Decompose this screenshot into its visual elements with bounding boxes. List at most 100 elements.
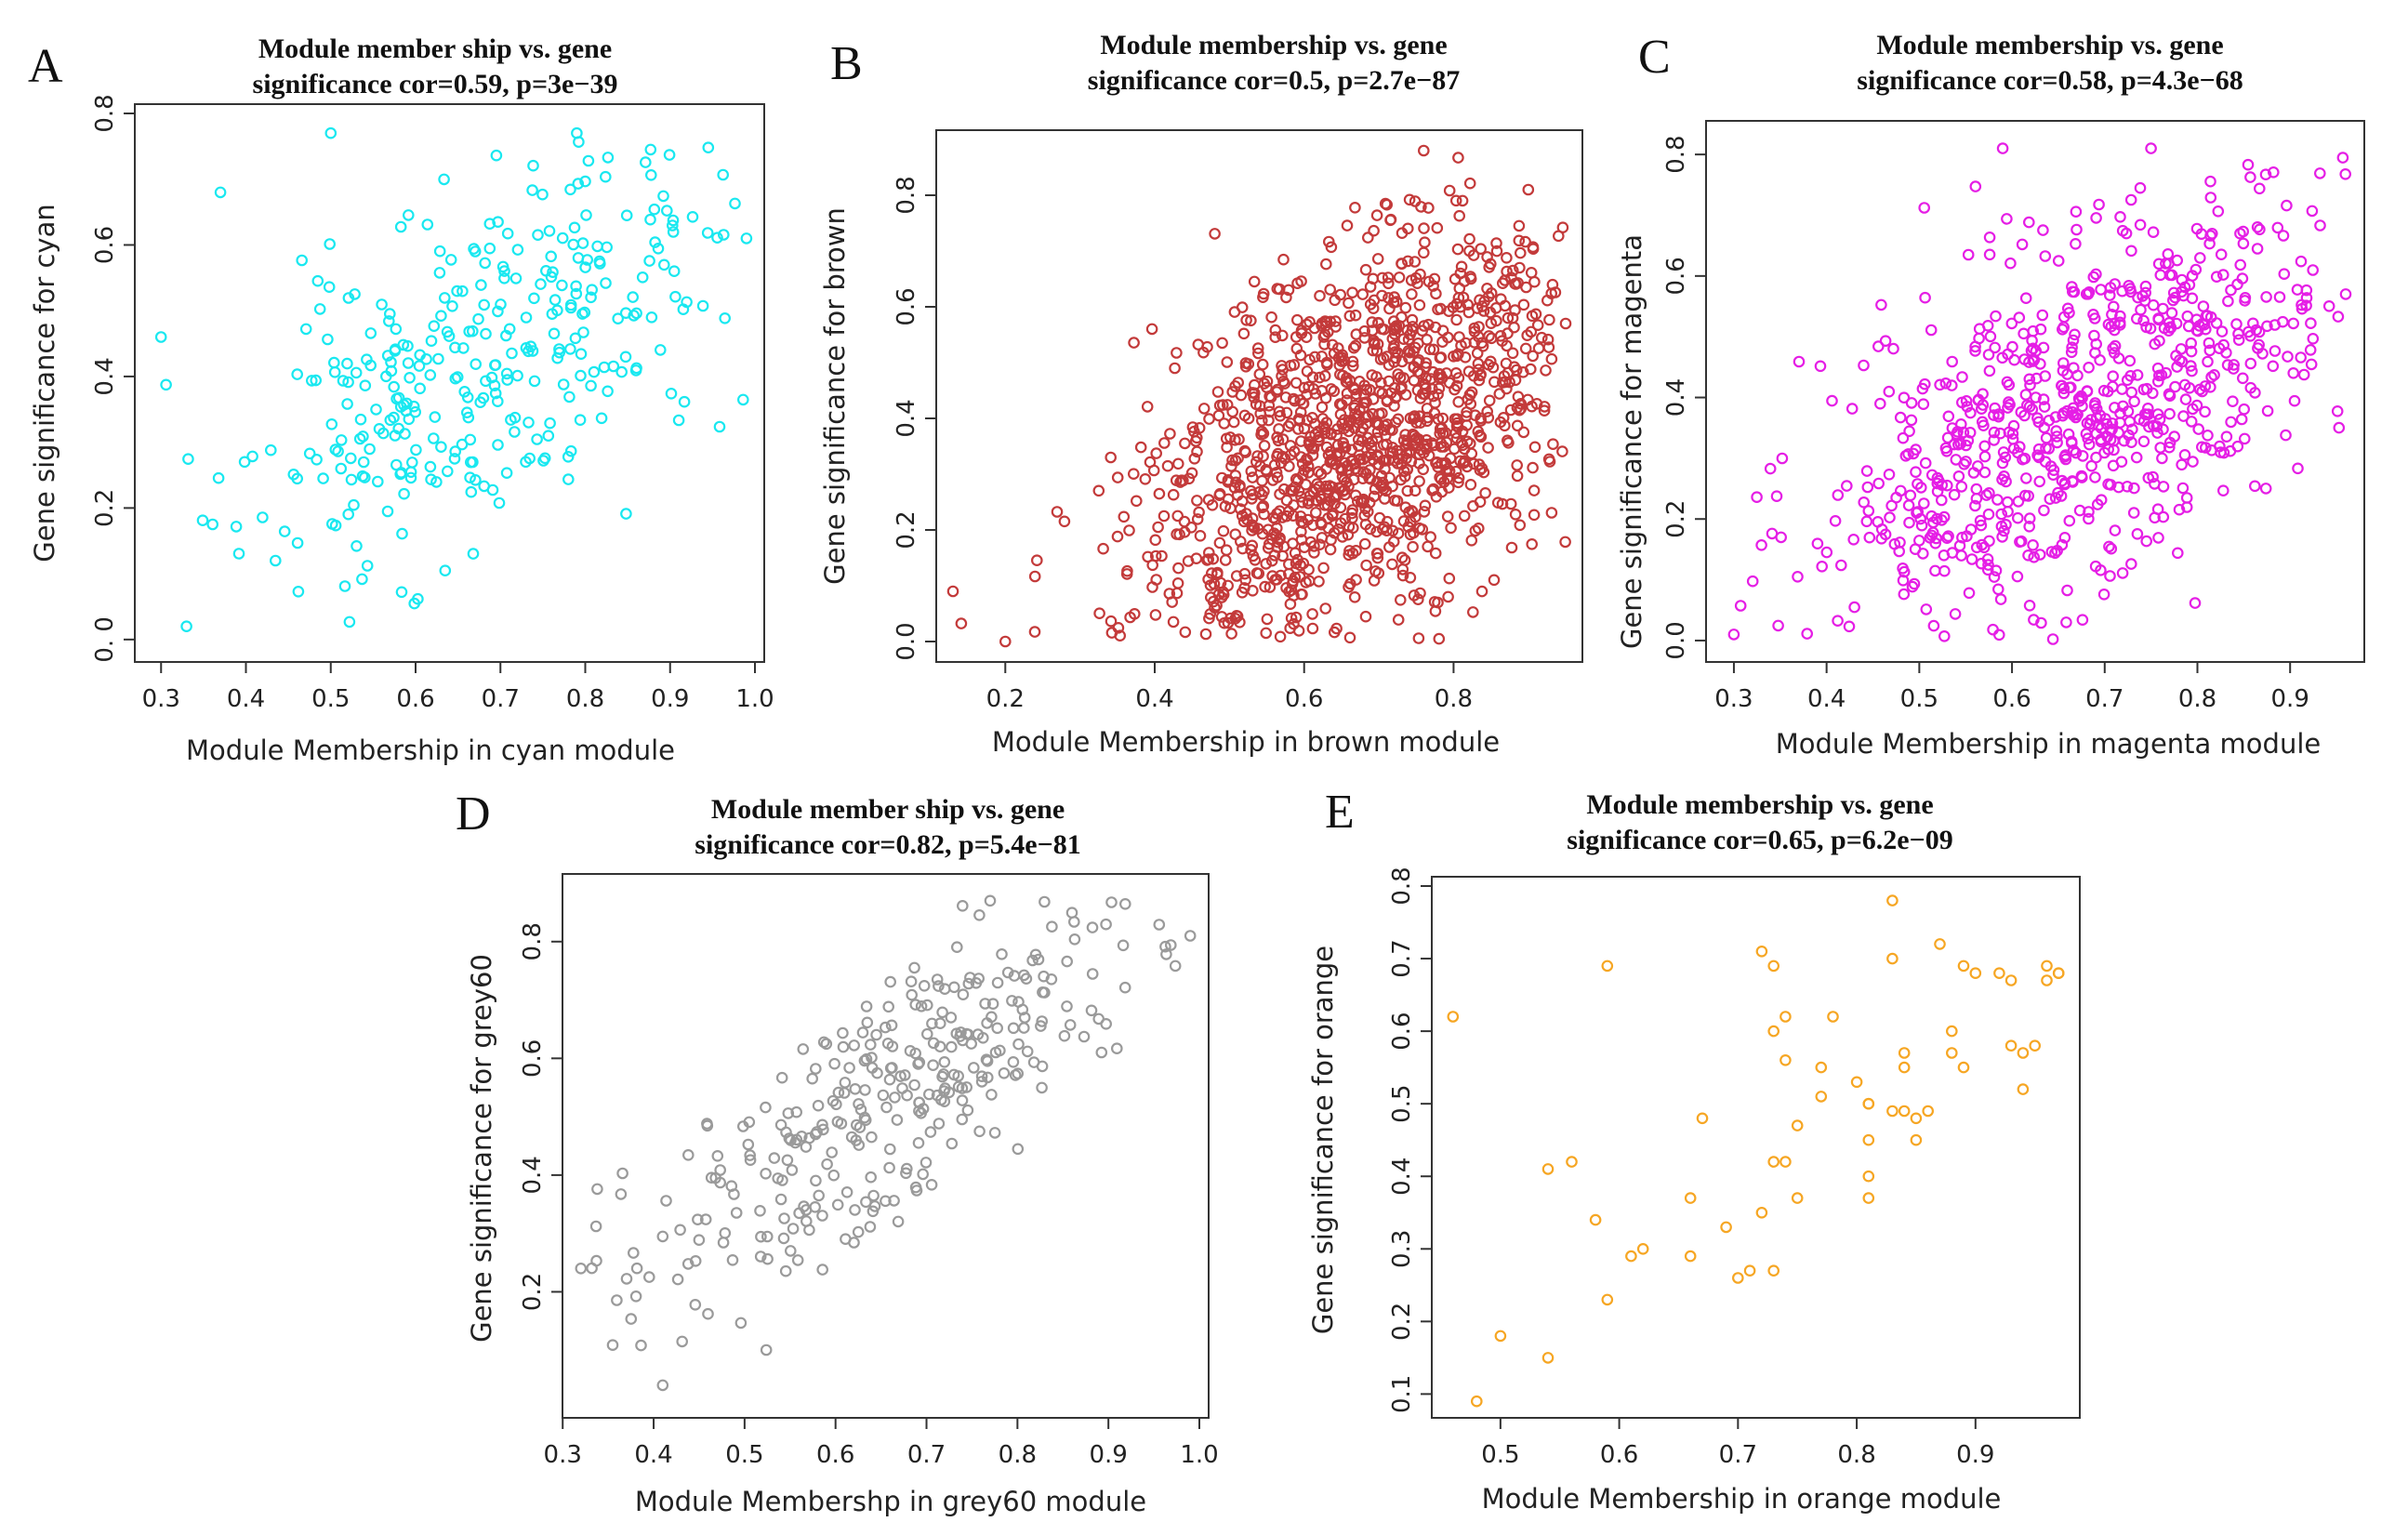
data-point-a	[509, 272, 523, 285]
data-point-c	[2288, 394, 2301, 407]
data-point-c	[1938, 629, 1951, 642]
data-point-b	[1310, 483, 1322, 496]
data-point-b	[1129, 607, 1141, 620]
data-point-b	[1295, 490, 1307, 503]
data-point-c	[2023, 599, 2036, 612]
data-point-d	[957, 988, 970, 1000]
data-point-d	[806, 1072, 818, 1085]
data-point-b	[1236, 586, 1249, 599]
data-point-b	[1314, 371, 1326, 384]
data-point-b	[1407, 540, 1419, 553]
data-point-a	[446, 299, 458, 312]
data-point-b	[1219, 554, 1232, 566]
data-point-c	[2237, 372, 2249, 385]
data-point-c	[2235, 413, 2248, 426]
data-point-d	[791, 1254, 804, 1266]
data-point-c	[2212, 205, 2225, 218]
data-point-a	[311, 453, 323, 466]
y-tick-label-c: 0.4	[1662, 378, 1690, 417]
data-point-a	[644, 169, 657, 181]
data-point-b	[955, 617, 968, 629]
data-point-c	[2071, 223, 2083, 236]
data-point-c	[1811, 537, 1824, 549]
data-point-b	[1370, 345, 1383, 357]
data-point-a	[564, 298, 577, 311]
data-point-a	[501, 374, 513, 386]
data-point-a	[414, 349, 426, 362]
data-point-c	[1982, 508, 1995, 521]
data-point-a	[353, 432, 366, 445]
data-point-b	[1217, 399, 1229, 411]
data-point-d	[915, 1000, 928, 1012]
data-point-b	[1343, 310, 1356, 323]
data-point-b	[1268, 549, 1281, 562]
data-point-b	[1373, 511, 1386, 524]
data-point-b	[1346, 355, 1359, 368]
data-point-a	[398, 399, 410, 411]
data-point-a	[359, 379, 372, 391]
data-point-a	[439, 564, 452, 576]
data-point-b	[1360, 417, 1372, 430]
data-point-b	[1381, 395, 1394, 407]
data-point-c	[2185, 345, 2198, 358]
data-point-b	[1190, 552, 1203, 564]
data-point-d	[774, 1193, 787, 1206]
data-point-c	[2131, 369, 2144, 381]
data-point-c	[1861, 481, 1874, 494]
data-point-a	[503, 323, 516, 336]
data-point-b	[1419, 236, 1431, 249]
data-point-a	[686, 211, 699, 223]
data-point-b	[1354, 375, 1366, 388]
data-point-d	[790, 1105, 802, 1118]
data-point-b	[1179, 437, 1191, 450]
data-point-d	[948, 981, 960, 994]
data-point-b	[1377, 523, 1389, 536]
data-point-c	[1902, 499, 1915, 511]
data-point-d	[728, 1188, 740, 1200]
data-point-c	[2202, 429, 2214, 442]
data-point-e	[2041, 959, 2053, 973]
plot-frame-c	[1705, 120, 2365, 663]
data-point-c	[2221, 359, 2234, 371]
data-point-c	[1946, 422, 1959, 434]
chart-title-c-line2: significance cor=0.58, p=4.3e−68	[1857, 65, 2243, 96]
panel-letter-e: E	[1325, 786, 1355, 839]
data-point-b	[1362, 232, 1374, 244]
data-point-c	[1903, 516, 1915, 529]
data-point-b	[1264, 581, 1277, 593]
data-point-c	[2152, 375, 2164, 388]
data-point-a	[711, 232, 723, 244]
data-point-b	[1317, 331, 1330, 343]
data-point-d	[809, 1063, 822, 1075]
data-point-e	[1898, 1061, 1911, 1074]
data-point-c	[1927, 516, 1939, 529]
data-point-c	[2332, 311, 2345, 323]
data-point-c	[2176, 458, 2188, 471]
data-point-c	[2234, 227, 2246, 240]
data-point-c	[1883, 468, 1896, 481]
data-point-c	[2252, 342, 2264, 354]
data-point-b	[1340, 376, 1353, 388]
data-point-c	[1998, 470, 2010, 483]
data-point-b	[1213, 536, 1226, 549]
data-point-b	[1456, 194, 1469, 207]
data-point-d	[908, 1078, 920, 1092]
data-point-b	[1171, 576, 1184, 589]
data-point-b	[1511, 470, 1524, 483]
data-point-c	[1981, 319, 1994, 332]
data-point-c	[1988, 426, 2001, 439]
data-point-b	[1418, 246, 1430, 259]
data-point-c	[1772, 619, 1784, 632]
data-point-b	[1388, 291, 1400, 303]
data-point-c	[2089, 560, 2102, 573]
data-point-b	[1246, 471, 1259, 483]
data-point-c	[2230, 318, 2243, 330]
data-point-b	[1361, 431, 1374, 443]
data-point-d	[933, 1040, 946, 1052]
data-point-a	[553, 346, 565, 359]
data-point-c	[1907, 447, 1920, 460]
data-point-a	[492, 305, 504, 318]
data-point-a	[398, 487, 410, 500]
data-point-b	[1284, 598, 1297, 610]
data-point-c	[2067, 285, 2079, 298]
